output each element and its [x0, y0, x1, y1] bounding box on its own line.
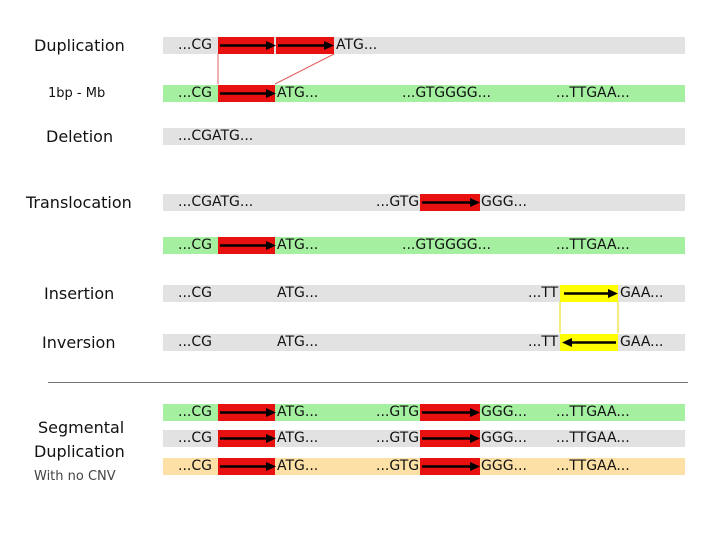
trans-seq-cgatg: ...CGATG... [178, 194, 254, 210]
ref-seq-atg: ATG... [277, 85, 319, 101]
label-no-cnv: With no CNV [34, 469, 116, 484]
sd2-seq-atg: ATG... [277, 430, 319, 446]
sd3-seq-cg: ...CG [178, 458, 212, 474]
arrow-right-icon [564, 289, 618, 298]
inv-seq-atg: ATG... [277, 334, 319, 350]
label-insertion: Insertion [44, 284, 115, 303]
ins-seq-gaa: GAA... [620, 285, 664, 301]
ref2-bar [163, 237, 685, 254]
label-size-range: 1bp - Mb [48, 86, 106, 101]
inv-bar [163, 334, 685, 351]
trans-seq-ggg: GGG... [481, 194, 527, 210]
sd1-seq-atg: ATG... [277, 404, 319, 420]
sd3-seq-ttgaa: ...TTGAA... [556, 458, 630, 474]
label-translocation: Translocation [26, 193, 132, 212]
sd1-seq-ggg: GGG... [481, 404, 527, 420]
label-deletion: Deletion [46, 127, 114, 146]
ref2-seq-atg: ATG... [277, 237, 319, 253]
arrow-left-icon [562, 338, 616, 347]
inv-seq-gaa: GAA... [620, 334, 664, 350]
sd3-seq-atg: ATG... [277, 458, 319, 474]
sd3-seq-gtg: ...GTG [376, 458, 420, 474]
arrow-right-icon [422, 434, 480, 443]
inv-seq-tt: ...TT [528, 334, 559, 350]
ref2-seq-cg: ...CG [178, 237, 212, 253]
sd2-seq-ttgaa: ...TTGAA... [556, 430, 630, 446]
trans-seq-gtg: ...GTG [376, 194, 420, 210]
arrow-right-icon [422, 408, 480, 417]
sd2-seq-cg: ...CG [178, 430, 212, 446]
ref-seq-ttgaa: ...TTGAA... [556, 85, 630, 101]
sd2-seq-gtg: ...GTG [376, 430, 420, 446]
section-divider [48, 382, 688, 383]
label-duplication: Duplication [34, 36, 125, 55]
del-seq-cgatg: ...CGATG... [178, 128, 254, 144]
arrow-right-icon [422, 462, 480, 471]
ref-seq-cg: ...CG [178, 85, 212, 101]
arrow-right-icon [220, 89, 276, 98]
ref-seq-gtgggg: ...GTGGGG... [402, 85, 491, 101]
label-segmental-duplication: Duplication [34, 442, 125, 461]
label-segmental: Segmental [38, 418, 125, 437]
label-inversion: Inversion [42, 333, 116, 352]
ref2-seq-gtgggg: ...GTGGGG... [402, 237, 491, 253]
ins-seq-cg: ...CG [178, 285, 212, 301]
del-bar [163, 128, 685, 145]
sd1-seq-cg: ...CG [178, 404, 212, 420]
arrow-right-icon [220, 241, 276, 250]
ref2-seq-ttgaa: ...TTGAA... [556, 237, 630, 253]
ins-bar [163, 285, 685, 302]
sd1-seq-ttgaa: ...TTGAA... [556, 404, 630, 420]
arrow-right-icon [220, 408, 276, 417]
sd2-seq-ggg: GGG... [481, 430, 527, 446]
arrow-right-icon [220, 41, 276, 50]
dup-seq-atg: ATG... [336, 37, 378, 53]
ins-seq-atg: ATG... [277, 285, 319, 301]
arrow-right-icon [422, 198, 480, 207]
arrow-right-icon [220, 434, 276, 443]
dup-seq-cg: ...CG [178, 37, 212, 53]
sd3-seq-ggg: GGG... [481, 458, 527, 474]
arrow-right-icon [220, 462, 276, 471]
ins-seq-tt: ...TT [528, 285, 559, 301]
inv-seq-cg: ...CG [178, 334, 212, 350]
sd1-seq-gtg: ...GTG [376, 404, 420, 420]
arrow-right-icon [278, 41, 334, 50]
ref-bar [163, 85, 685, 102]
